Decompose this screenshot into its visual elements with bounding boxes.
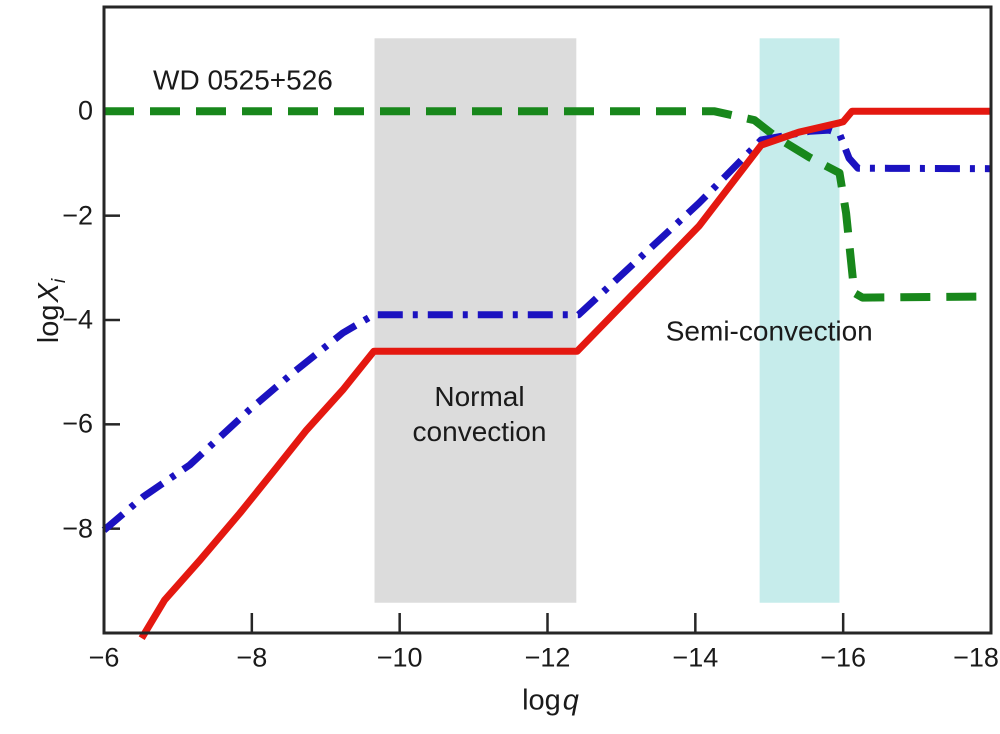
y-axis-label-subscript: i [47,278,70,284]
x-tick-label: −6 [88,642,120,673]
x-axis-label: logq [522,685,579,718]
y-tick-label: −2 [62,200,93,231]
x-tick-label: −18 [953,642,999,673]
plot-frame [102,5,993,635]
y-tick-label: −4 [62,304,93,335]
star-name-annotation: WD 0525+526 [153,64,333,96]
series-red-solid [138,107,991,641]
x-axis-label-variable: q [562,684,579,717]
x-tick-label: −14 [672,642,719,673]
x-tick-label: −12 [524,642,571,673]
normal-convection-band [374,38,577,603]
y-tick-label: 0 [77,95,93,126]
x-tick-label: −10 [376,642,423,673]
y-axis-label-variable: X [33,283,66,303]
normal-convection-label: Normal convection [413,379,547,449]
x-tick-label: −8 [236,642,268,673]
x-tick-label: −16 [820,642,867,673]
x-axis-label-prefix: log [522,684,561,717]
series-green-dashed [104,107,992,302]
y-tick-label: −8 [62,513,93,544]
y-axis-label-prefix: log [33,304,66,344]
semi-convection-label: Semi-convection [665,315,873,347]
normal-convection-label-line2: convection [412,415,547,447]
y-tick-label: −6 [62,408,93,439]
normal-convection-label-line1: Normal [434,380,525,412]
